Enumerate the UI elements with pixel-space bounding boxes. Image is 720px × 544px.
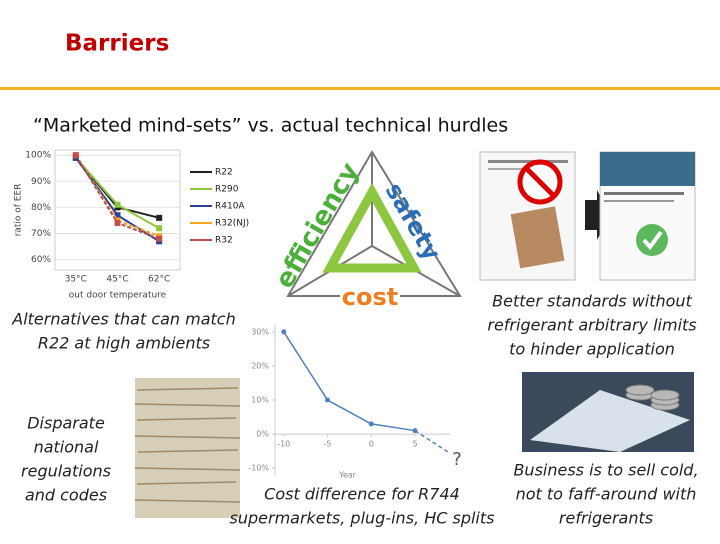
x-tick-label: -5 [324,440,332,449]
legend-label: R32 [215,236,233,246]
y-tick-label: 30% [251,327,269,336]
point [368,421,374,427]
captions: Alternatives that can match R22 at high a… [11,292,698,528]
point [114,201,121,208]
caption-line: Better standards without [492,292,692,311]
title-rule [0,87,720,90]
point [72,152,79,159]
x-tick-label: 0 [369,440,374,449]
x-tick-label: 45°C [106,275,128,285]
caption-line: R22 at high ambients [38,334,210,353]
caption-line: Cost difference for R744 [264,485,460,504]
caption-line: regulations [21,462,111,481]
caption-line: to hinder application [509,340,675,359]
caption-line: refrigerants [559,509,653,528]
y-tick-label: 60% [31,255,51,265]
caption-line: supermarkets, plug-ins, HC splits [230,509,495,528]
money-image [522,372,694,452]
x-axis-label: Year [338,471,357,480]
y-tick-label: 10% [251,396,269,405]
y-tick-label: 70% [31,229,51,239]
slide-title: Barriers [65,31,169,57]
caption-line: Business is to sell cold, [513,461,698,480]
y-tick-label: 100% [25,151,51,161]
caption-line: and codes [25,486,107,505]
documents-image [479,151,696,281]
point [114,212,121,219]
y-tick-label: 0% [256,430,269,439]
paper-stack-image [134,378,241,518]
point [156,225,163,232]
x-tick-label: -10 [277,440,290,449]
caption-line: national [34,438,99,457]
triangle-diagram: efficiency safety cost [270,150,462,311]
caption-line: Disparate [27,414,105,433]
point [325,397,330,403]
point [156,235,163,242]
y-tick-label: 20% [251,361,269,370]
point [156,214,163,221]
legend-label: R410A [215,202,245,212]
x-tick-label: 62°C [148,275,170,285]
legend-label: R290 [215,185,239,195]
caption-line: refrigerant arbitrary limits [487,316,696,335]
y-tick-label: -10% [248,464,269,473]
y-axis-label: ratio of EER [14,184,24,237]
x-axis-label: out door temperature [69,291,167,301]
caption-line: not to faff-around with [516,485,697,504]
x-tick-label: 5 [412,440,417,449]
charts: 100% 90% 80% 70% 60% 35°C 45°C 62°C out door tem… [14,149,462,480]
triangle-label-bottom: cost [342,283,398,311]
series-line [283,331,416,432]
annotation: ? [452,449,462,470]
y-tick-label: 80% [31,203,51,213]
legend-label: R32(NJ) [215,219,249,229]
legend-label: R22 [215,168,233,178]
x-tick-label: 35°C [65,275,87,285]
subtitle: “Marketed mind-sets” vs. actual technica… [33,115,508,137]
point [114,220,121,227]
y-tick-label: 90% [31,177,51,187]
point [281,329,287,335]
caption-line: Alternatives that can match [11,310,236,329]
